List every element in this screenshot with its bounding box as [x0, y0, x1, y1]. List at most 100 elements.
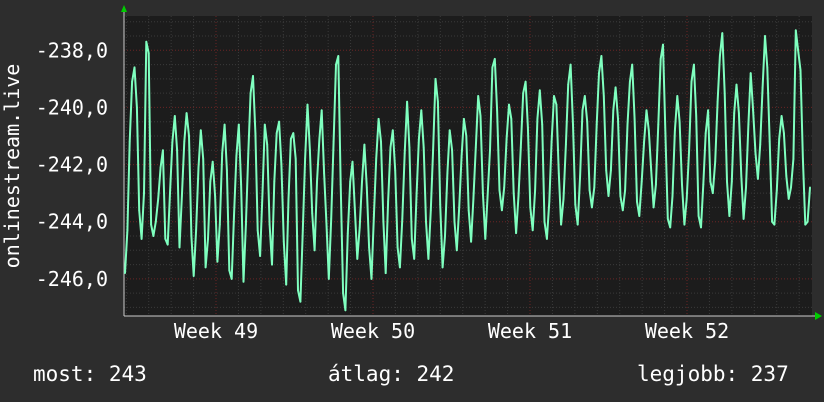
data-point [192, 275, 195, 277]
data-point [221, 152, 224, 155]
data-point [579, 175, 581, 177]
data-point [261, 192, 264, 195]
data-point [529, 206, 532, 209]
data-point [441, 266, 444, 269]
data-point [638, 215, 641, 217]
data-point [477, 95, 480, 97]
data-point [711, 192, 714, 195]
data-point [131, 80, 134, 83]
data-point [389, 146, 392, 149]
data-point [586, 120, 589, 123]
data-point [327, 278, 330, 280]
data-point [714, 160, 717, 163]
data-point [451, 149, 453, 152]
data-point [263, 123, 266, 126]
data-point [572, 123, 574, 126]
data-point [482, 192, 484, 195]
data-point [166, 243, 169, 246]
data-point [396, 246, 399, 249]
data-point [472, 198, 475, 200]
data-point [790, 186, 792, 189]
data-point [730, 180, 733, 183]
data-point [425, 220, 427, 223]
data-point [375, 158, 378, 160]
data-point [197, 166, 200, 169]
data-point [285, 283, 288, 286]
data-point [346, 232, 349, 235]
data-point [437, 100, 439, 103]
data-point [280, 163, 283, 166]
data-point [505, 138, 508, 140]
data-point [434, 78, 437, 80]
data-point [512, 192, 515, 195]
data-point [467, 209, 470, 212]
data-point [685, 198, 688, 200]
data-point [702, 183, 705, 186]
data-point [140, 238, 143, 240]
data-point [548, 200, 551, 203]
data-point [605, 169, 608, 172]
y-tick-label: -244,0 [36, 210, 108, 234]
data-point [356, 258, 359, 260]
data-point [569, 63, 572, 66]
data-point [188, 135, 190, 137]
data-point [448, 129, 451, 132]
data-point [207, 238, 209, 240]
data-point [524, 80, 527, 83]
data-point [233, 215, 235, 217]
stat-best: legjobb: 237 [637, 362, 789, 386]
data-point [688, 149, 690, 152]
data-point [600, 55, 603, 57]
data-point [775, 189, 778, 192]
data-point [171, 140, 174, 143]
data-point [294, 158, 297, 160]
data-point [802, 158, 804, 160]
data-point [591, 206, 593, 209]
data-point [211, 160, 214, 163]
data-point [335, 63, 337, 66]
data-point [384, 272, 387, 274]
data-point [330, 218, 333, 220]
data-point [133, 66, 136, 69]
data-point [339, 183, 342, 186]
data-point [254, 132, 257, 135]
data-point [771, 220, 773, 223]
data-point [256, 229, 259, 232]
data-point [538, 89, 541, 92]
data-point [228, 269, 231, 272]
data-point [439, 203, 442, 206]
data-point [721, 32, 724, 34]
data-point [674, 129, 676, 132]
data-point [242, 280, 245, 283]
data-point [358, 226, 361, 229]
data-point [230, 278, 233, 280]
data-point [508, 103, 510, 106]
data-point [719, 55, 721, 57]
data-point [645, 109, 648, 112]
data-point [162, 149, 164, 152]
data-point [652, 206, 655, 209]
data-point [157, 198, 160, 200]
data-point [342, 292, 344, 294]
data-point [588, 189, 591, 192]
data-point [278, 120, 280, 123]
data-point [271, 263, 273, 266]
data-point [377, 118, 380, 120]
data-point [124, 272, 126, 274]
data-point [700, 226, 702, 229]
data-point [754, 152, 757, 155]
data-point [380, 140, 382, 143]
data-point [128, 140, 131, 143]
data-point [491, 66, 494, 69]
data-point [432, 149, 434, 152]
data-point [550, 140, 553, 143]
data-point [463, 118, 465, 120]
data-point [515, 232, 517, 235]
data-point [209, 180, 212, 183]
data-point [536, 118, 539, 120]
data-point [522, 92, 525, 94]
data-point [780, 115, 783, 117]
data-point [259, 255, 261, 257]
data-point [565, 143, 567, 146]
data-point [797, 49, 799, 52]
